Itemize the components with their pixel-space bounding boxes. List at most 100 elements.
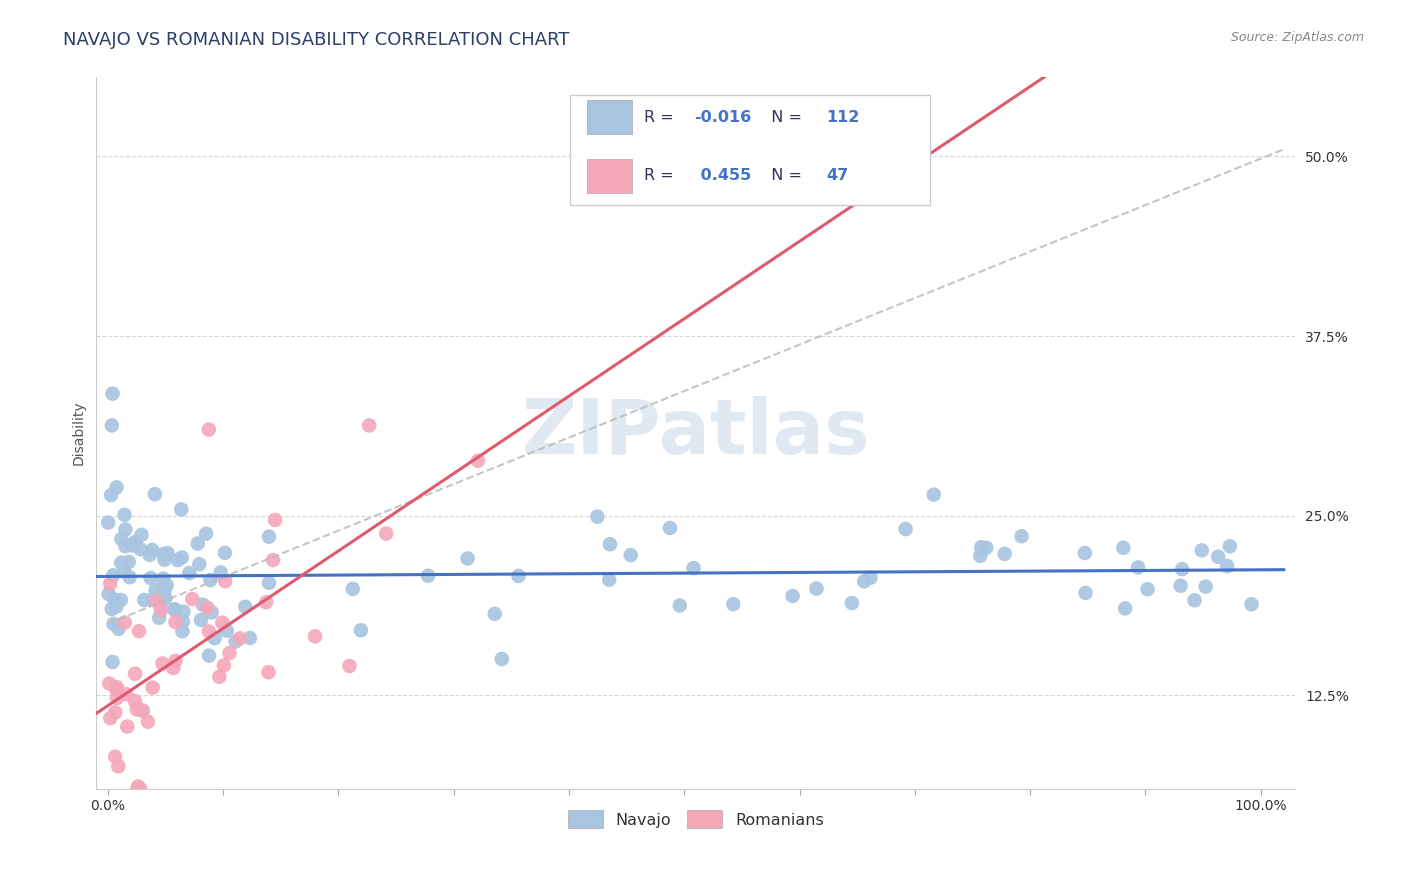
Point: [994, 547, 1017, 561]
Point: [136, 714, 159, 729]
Point: [218, 646, 240, 660]
Point: [304, 629, 326, 643]
Point: [508, 569, 530, 583]
Point: [103, 592, 125, 607]
Point: [1195, 580, 1218, 594]
Point: [124, 535, 146, 549]
Point: [1114, 601, 1136, 615]
Point: [1011, 529, 1033, 543]
Point: [114, 539, 136, 553]
Point: [491, 652, 513, 666]
Point: [467, 454, 489, 468]
Point: [162, 661, 184, 675]
Point: [150, 603, 173, 617]
Point: [668, 599, 690, 613]
Point: [1136, 582, 1159, 597]
Point: [204, 632, 226, 646]
Point: [195, 526, 218, 541]
Point: [457, 551, 479, 566]
Point: [179, 566, 201, 580]
Point: [129, 542, 152, 557]
Point: [1219, 539, 1241, 553]
Point: [342, 582, 364, 596]
Point: [190, 613, 212, 627]
Point: [233, 599, 256, 614]
Point: [125, 702, 148, 716]
Point: [359, 418, 381, 433]
Point: [165, 654, 187, 668]
Point: [142, 681, 165, 695]
Point: [974, 541, 997, 555]
Y-axis label: Disability: Disability: [72, 401, 86, 466]
Point: [118, 570, 141, 584]
Point: [200, 573, 222, 587]
FancyBboxPatch shape: [586, 159, 633, 193]
Point: [598, 573, 620, 587]
Point: [107, 759, 129, 773]
Point: [134, 593, 156, 607]
Point: [586, 509, 609, 524]
Point: [187, 536, 209, 550]
Point: [131, 528, 153, 542]
Point: [98, 711, 121, 725]
Point: [257, 530, 280, 544]
Point: [214, 546, 236, 560]
Point: [124, 694, 146, 708]
Point: [682, 561, 704, 575]
Point: [239, 631, 262, 645]
Point: [100, 602, 122, 616]
Point: [148, 611, 170, 625]
Point: [970, 541, 993, 555]
Point: [894, 522, 917, 536]
Text: 47: 47: [827, 168, 849, 183]
Point: [163, 603, 186, 617]
Point: [723, 597, 745, 611]
Text: 0.455: 0.455: [695, 168, 751, 183]
Point: [101, 655, 124, 669]
Point: [156, 546, 179, 560]
Text: ZIPatlas: ZIPatlas: [522, 396, 870, 470]
Point: [208, 670, 231, 684]
Point: [114, 523, 136, 537]
Point: [118, 555, 141, 569]
Point: [107, 622, 129, 636]
Point: [212, 658, 235, 673]
Text: R =: R =: [644, 168, 679, 183]
Point: [127, 781, 149, 796]
Text: N =: N =: [761, 168, 807, 183]
Point: [143, 487, 166, 501]
FancyBboxPatch shape: [569, 95, 929, 205]
Point: [117, 719, 139, 733]
Point: [339, 659, 361, 673]
Point: [165, 615, 187, 629]
Point: [1074, 546, 1097, 560]
Point: [139, 571, 162, 585]
Point: [141, 543, 163, 558]
Point: [166, 553, 188, 567]
Text: 112: 112: [827, 110, 860, 125]
Point: [105, 680, 128, 694]
Point: [254, 595, 277, 609]
Point: [375, 526, 398, 541]
Point: [1184, 593, 1206, 607]
Point: [155, 591, 177, 606]
Legend: Navajo, Romanians: Navajo, Romanians: [561, 804, 831, 834]
Point: [110, 593, 132, 607]
Point: [198, 624, 221, 639]
Point: [841, 596, 863, 610]
Point: [155, 578, 177, 592]
Point: [152, 547, 174, 561]
Point: [257, 575, 280, 590]
Point: [97, 516, 120, 530]
Point: [114, 615, 136, 630]
Point: [853, 574, 876, 589]
Point: [782, 589, 804, 603]
Point: [922, 488, 945, 502]
Point: [188, 557, 211, 571]
Point: [127, 780, 149, 794]
Point: [264, 513, 287, 527]
Point: [122, 539, 145, 553]
Point: [114, 508, 136, 522]
Point: [110, 556, 132, 570]
Point: [350, 624, 373, 638]
